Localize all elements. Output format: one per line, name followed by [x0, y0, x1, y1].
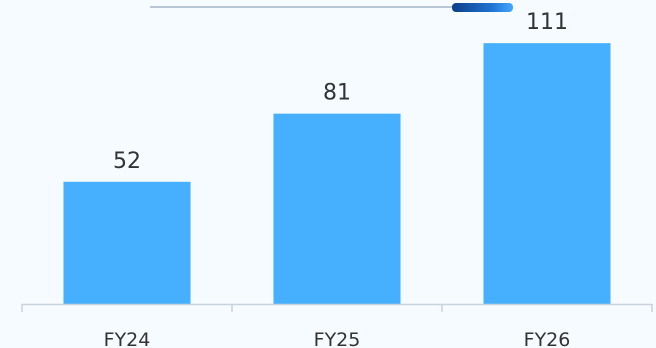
chart-scrollbar-thumb[interactable]	[452, 3, 513, 12]
data-label-fy26: 111	[526, 10, 568, 35]
bars-layer	[63, 43, 611, 305]
x-tick-label-fy26: FY26	[524, 329, 571, 348]
bar-fy25[interactable]	[273, 113, 401, 305]
x-tick-label-fy25: FY25	[314, 329, 361, 348]
data-label-fy24: 52	[113, 149, 141, 174]
data-label-fy25: 81	[323, 81, 351, 106]
data-labels-layer: 52 81 111	[113, 10, 568, 174]
x-tick-label-fy24: FY24	[104, 329, 151, 348]
x-axis: FY24 FY25 FY26	[21, 303, 653, 348]
bar-fy26[interactable]	[483, 43, 611, 305]
chart-scrollbar-track[interactable]	[150, 6, 512, 8]
bar-fy24[interactable]	[63, 181, 191, 304]
